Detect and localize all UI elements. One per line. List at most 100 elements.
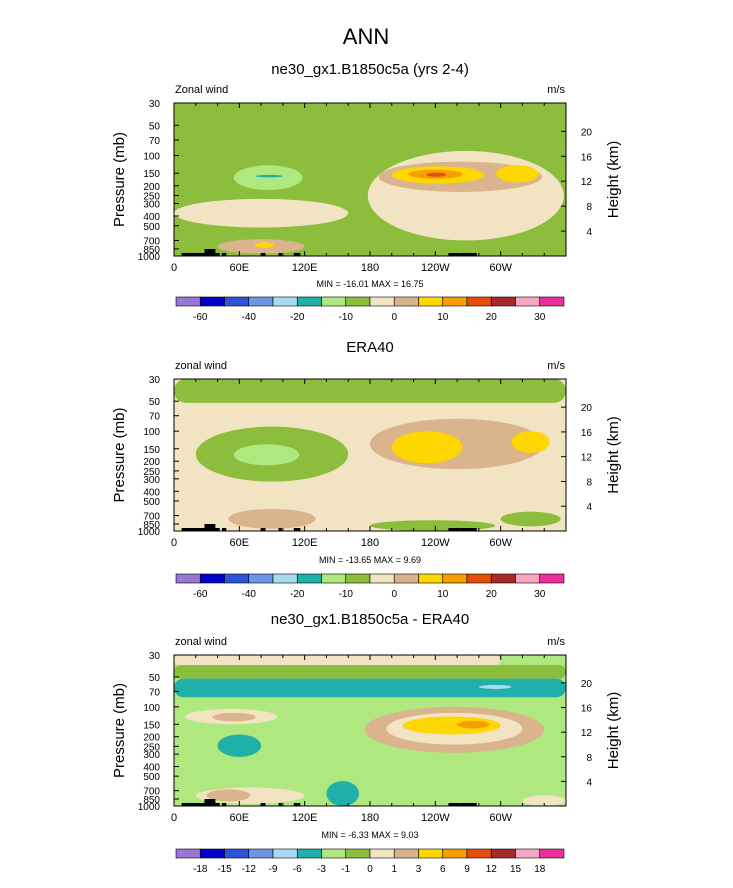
colorbar-label: -6 [293, 864, 302, 875]
chart-panel-2: ERA40 zonal wind m/s 0 60E 120E 180 120W 60W 30 50… [111, 339, 622, 600]
topography-mark [448, 253, 460, 256]
x-tick-label: 180 [361, 812, 379, 824]
colorbar-box [515, 296, 541, 307]
contour-region [457, 720, 490, 729]
y-tick-label: 850 [143, 520, 160, 531]
y-right-axis-label: Height (km) [605, 416, 622, 494]
y-tick-label: 250 [143, 742, 160, 753]
topography-mark [221, 528, 227, 531]
topography-mark [181, 528, 216, 531]
colorbar-box [296, 848, 322, 859]
contour-region [174, 678, 566, 698]
colorbar: -60 -40 -20 -10 0 10 20 30 [175, 296, 565, 323]
colorbar-box [175, 296, 201, 307]
colorbar-box [199, 296, 225, 307]
min-max-stats: MIN = -16.01 MAX = 16.75 [316, 279, 423, 289]
y-right-tick-label: 8 [586, 753, 592, 764]
colorbar-label: -40 [242, 312, 257, 323]
colorbar-box [272, 848, 298, 859]
contour-region [174, 665, 566, 679]
topography-mark [206, 253, 220, 256]
y-right-tick-label: 8 [586, 202, 592, 213]
colorbar-label: -20 [290, 589, 305, 600]
colorbar-box [199, 848, 225, 859]
colorbar-box [515, 573, 541, 584]
units-label: m/s [547, 84, 565, 96]
y-tick-label: 150 [143, 720, 160, 731]
y-tick-label: 1000 [138, 802, 161, 813]
y-tick-label: 70 [149, 136, 161, 147]
y-tick-label: 200 [143, 457, 160, 468]
y-right-tick-label: 20 [581, 679, 593, 690]
y-tick-label: 500 [143, 222, 160, 233]
y-tick-label: 500 [143, 772, 160, 783]
topography-mark [459, 528, 477, 531]
contour-region [233, 165, 303, 190]
topography-mark [204, 524, 216, 528]
colorbar-label: 1 [391, 864, 397, 875]
y-right-tick-label: 16 [581, 152, 593, 163]
y-right-axis-label: Height (km) [605, 141, 622, 219]
colorbar-box [442, 848, 468, 859]
y-tick-label: 700 [143, 512, 160, 523]
x-tick-label: 0 [171, 262, 177, 274]
colorbar-box [272, 296, 298, 307]
colorbar-box [175, 573, 201, 584]
colorbar-label: 10 [437, 589, 449, 600]
colorbar-box [345, 573, 371, 584]
contour-region [426, 172, 447, 177]
colorbar-box [321, 573, 347, 584]
x-tick-label: 60E [230, 537, 250, 549]
y-tick-label: 850 [143, 245, 160, 256]
y-right-tick-label: 12 [581, 453, 593, 464]
y-tick-label: 1000 [138, 252, 161, 263]
left-label: zonal wind [175, 360, 227, 372]
x-tick-label: 120E [292, 812, 318, 824]
contour-field [174, 655, 566, 806]
y-right-tick-label: 12 [581, 728, 593, 739]
colorbar-label: 18 [534, 864, 546, 875]
topography-mark [459, 253, 477, 256]
colorbar-box [466, 848, 492, 859]
colorbar-box [224, 573, 250, 584]
colorbar-label: -10 [339, 312, 354, 323]
contour-region [511, 431, 550, 453]
colorbar-box [224, 848, 250, 859]
colorbar-box [515, 848, 541, 859]
colorbar-label: -60 [193, 312, 208, 323]
colorbar-box [224, 296, 250, 307]
topography-mark [221, 253, 227, 256]
contour-region [254, 242, 275, 248]
colorbar-box [490, 848, 516, 859]
topography-mark [204, 799, 216, 803]
colorbar-box [248, 296, 274, 307]
topography-mark [221, 803, 227, 806]
x-tick-label: 120W [421, 537, 450, 549]
panel-title: ne30_gx1.B1850c5a (yrs 2-4) [271, 61, 469, 78]
y-tick-label: 400 [143, 487, 160, 498]
colorbar-box [393, 848, 419, 859]
colorbar-label: 9 [464, 864, 470, 875]
y-tick-label: 50 [149, 673, 161, 684]
colorbar-box [539, 296, 565, 307]
colorbar: -18 -15 -12 -9 -6 -3 -1 0 1 3 6 9 12 15 18 [175, 848, 565, 875]
contour-field [174, 379, 566, 531]
panel-title: ERA40 [346, 339, 394, 356]
y-tick-label: 700 [143, 787, 160, 798]
contour-region [391, 431, 463, 464]
colorbar-box [175, 848, 201, 859]
colorbar-box [248, 848, 274, 859]
y-axis-label: Pressure (mb) [111, 132, 128, 227]
colorbar-box [369, 296, 395, 307]
topography-mark [293, 528, 301, 531]
y-axis-label: Pressure (mb) [111, 683, 128, 778]
min-max-stats: MIN = -13.65 MAX = 9.69 [319, 555, 421, 565]
y-tick-label: 400 [143, 763, 160, 774]
colorbar-label: 12 [486, 864, 498, 875]
contour-region [217, 734, 262, 757]
y-tick-label: 100 [143, 703, 160, 714]
colorbar-box [466, 573, 492, 584]
contour-region [522, 795, 566, 806]
page-title: ANN [343, 24, 389, 49]
y-right-axis-label: Height (km) [605, 692, 622, 770]
